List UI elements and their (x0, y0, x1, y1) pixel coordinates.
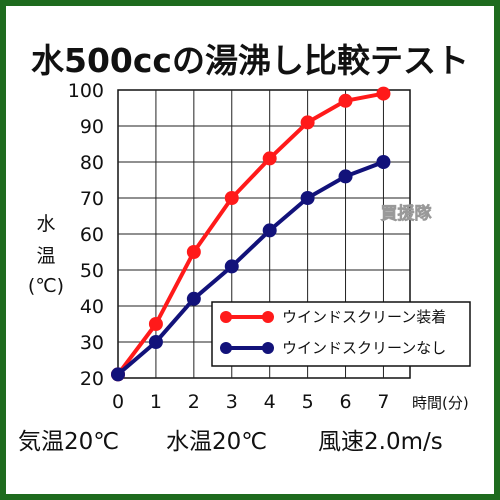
condition-wind-speed: 風速2.0m/s (318, 429, 443, 455)
data-point (300, 115, 315, 130)
series-line-1 (116, 91, 384, 376)
data-point (376, 155, 391, 169)
condition-air-temp: 気温20℃ (18, 429, 119, 455)
y-tick-label: 70 (80, 188, 104, 210)
legend-label-2: ウインドスクリーンなし (282, 339, 446, 357)
data-point (148, 335, 163, 349)
y-tick-label: 50 (80, 260, 104, 282)
legend-swatch-dot-2b (262, 342, 274, 354)
y-axis-label-char-2: 温 (36, 245, 55, 267)
chart-title: 水500ccの湯沸し比較テスト (31, 41, 469, 80)
legend-label-1: ウインドスクリーン装着 (282, 308, 446, 326)
x-tick-label: 3 (226, 391, 238, 413)
data-point (186, 245, 201, 259)
condition-water-temp: 水温20℃ (166, 429, 267, 455)
watermark: 買援隊 (381, 203, 433, 224)
x-tick-labels: 0 1 2 3 4 5 6 7 (112, 391, 390, 413)
x-tick-label: 6 (339, 391, 351, 413)
x-tick-label: 4 (264, 391, 276, 413)
y-tick-label: 40 (80, 296, 104, 318)
y-tick-label: 20 (80, 368, 104, 390)
x-tick-label: 5 (302, 391, 314, 413)
y-tick-label: 80 (80, 152, 104, 174)
x-tick-label: 7 (377, 391, 389, 413)
legend-swatch-dot-2a (220, 342, 232, 354)
data-point (300, 191, 315, 205)
x-tick-label: 1 (150, 391, 162, 413)
legend: ウインドスクリーン装着 ウインドスクリーンなし (211, 301, 471, 367)
data-point (376, 86, 391, 101)
x-tick-label: 2 (188, 391, 200, 413)
data-point (224, 191, 239, 205)
y-tick-labels: 20 30 40 50 60 70 80 90 100 (68, 80, 104, 390)
data-point (262, 223, 277, 238)
y-tick-label: 30 (80, 332, 104, 354)
legend-swatch-dot-1a (220, 311, 232, 323)
y-tick-label: 100 (68, 80, 104, 102)
data-point (186, 291, 201, 306)
series-layer (111, 86, 391, 382)
data-point (148, 317, 163, 331)
y-tick-label: 60 (80, 224, 104, 246)
legend-box (211, 301, 471, 367)
x-axis-label: 時間(分) (412, 394, 469, 412)
y-axis-label-char-1: 水 (36, 213, 55, 235)
data-point (338, 93, 353, 108)
data-point (224, 259, 239, 274)
series-2 (111, 155, 391, 382)
legend-swatch-dot-1b (262, 311, 274, 323)
data-point (338, 169, 353, 184)
series-line-2 (116, 160, 385, 376)
y-tick-label: 90 (80, 116, 104, 138)
data-point (111, 367, 125, 382)
x-tick-label: 0 (112, 391, 124, 413)
y-axis-label-unit: (℃) (28, 275, 64, 297)
chart: 水500ccの湯沸し比較テスト 20 30 40 50 60 70 80 90 100 0 1 2 3… (18, 41, 471, 455)
series-1 (111, 86, 391, 382)
data-point (262, 151, 277, 166)
